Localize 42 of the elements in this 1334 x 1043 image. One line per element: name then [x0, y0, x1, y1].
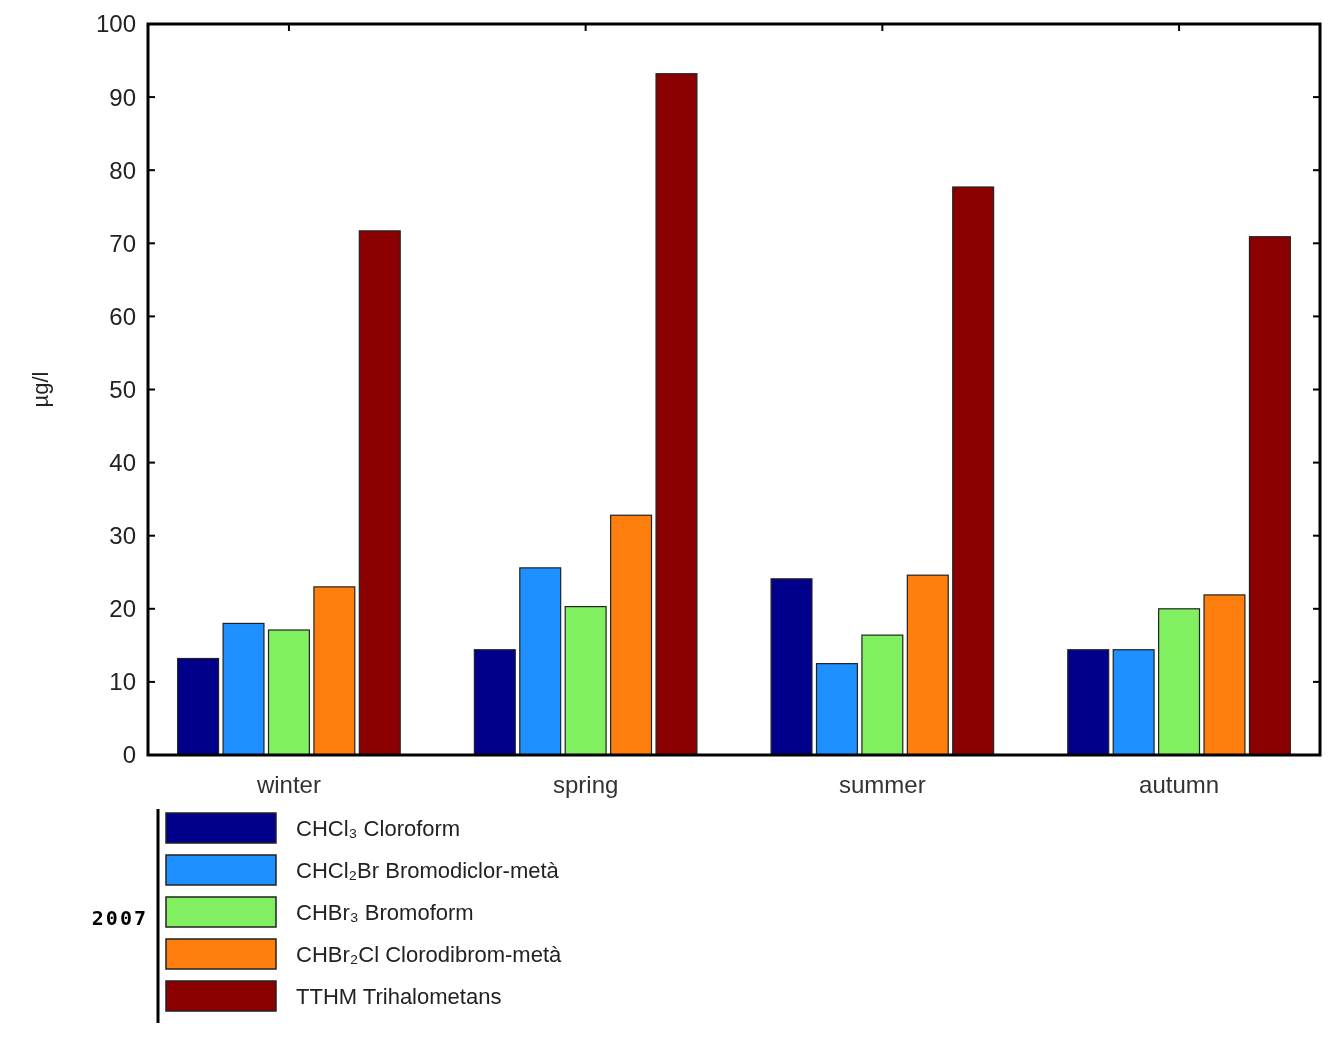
x-tick-label: summer: [839, 771, 926, 798]
y-tick-label: 80: [109, 156, 136, 184]
y-tick-label: 0: [122, 741, 136, 769]
y-tick-label: 90: [109, 83, 136, 111]
bar: [1112, 649, 1155, 756]
y-axis-title: µg/l: [28, 371, 53, 408]
bar: [358, 230, 401, 756]
y-tick-label: 60: [109, 302, 136, 330]
bar: [177, 657, 220, 756]
bar: [313, 586, 356, 756]
legend-label: TTHM Trihalometans: [296, 983, 502, 1009]
bar: [222, 622, 265, 756]
bar: [770, 578, 813, 756]
bar: [815, 663, 858, 756]
bar: [906, 574, 949, 756]
y-tick-label: 20: [109, 595, 136, 623]
y-tick-label: 40: [109, 449, 136, 476]
bar: [564, 606, 607, 756]
y-tick-label: 70: [109, 229, 136, 257]
bar: [861, 634, 904, 756]
bar: [1248, 236, 1291, 756]
bar: [1067, 649, 1110, 756]
x-tick-label: autumn: [1139, 771, 1220, 798]
bar: [1203, 594, 1246, 756]
bar: [952, 186, 995, 756]
y-tick-label: 100: [95, 10, 136, 38]
x-tick-label: winter: [255, 771, 321, 798]
bar: [519, 567, 562, 756]
bar: [473, 649, 516, 756]
legend-label: CHCl₂Br Bromodiclor-metà: [296, 857, 560, 883]
bar: [1158, 608, 1201, 756]
y-tick-label: 10: [109, 668, 136, 696]
legend-label: CHBr₂Cl Clorodibrom-metà: [296, 941, 563, 967]
x-tick-label: spring: [552, 771, 619, 798]
y-tick-label: 30: [109, 522, 136, 550]
y-tick-label: 50: [109, 375, 136, 403]
bar: [267, 629, 310, 756]
legend-title: 2007: [91, 906, 148, 930]
bar: [610, 514, 653, 756]
bar: [655, 73, 698, 756]
legend-label: CHBr₃ Bromoform: [296, 899, 474, 925]
legend-label: CHCl₃ Cloroform: [296, 815, 461, 841]
